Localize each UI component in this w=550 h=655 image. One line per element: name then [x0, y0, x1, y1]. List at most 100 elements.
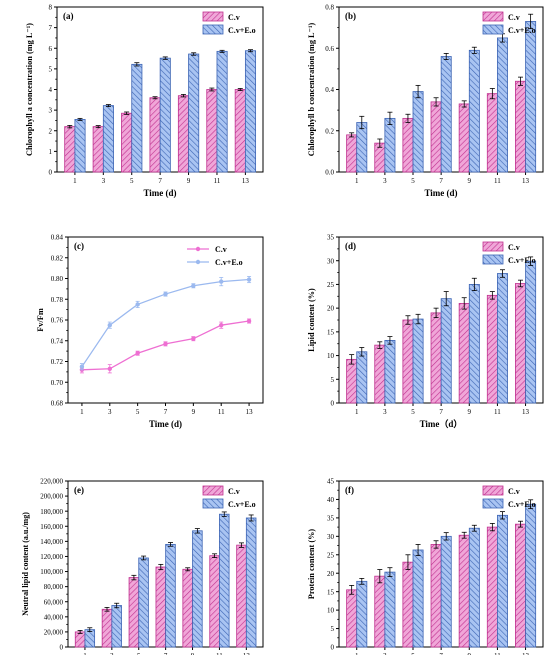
y-axis-title: Fv/Fm	[36, 308, 45, 332]
y-tick-label: 140,000	[40, 538, 63, 546]
bar-cv	[458, 302, 470, 404]
legend-swatch-cveo	[482, 498, 504, 509]
x-tick-label: 1	[80, 408, 84, 416]
x-tick-label: 13	[246, 408, 254, 416]
x-axis-title: Time (d)	[149, 419, 182, 429]
x-tick-label: 13	[242, 177, 250, 185]
bar-cv	[101, 608, 113, 648]
bar-cveo	[412, 549, 424, 648]
bar-cveo	[412, 318, 424, 404]
x-tick-label: 7	[439, 652, 443, 655]
x-tick-label: 9	[468, 408, 472, 416]
data-point-cveo	[246, 277, 252, 282]
y-axis-title: Chlorophyll a concentration (mg L⁻¹)	[25, 23, 34, 156]
data-point-cv	[219, 322, 224, 328]
y-tick-label: 200,000	[40, 493, 63, 501]
y-tick-label: 0	[331, 400, 335, 408]
y-tick-label: 40,000	[44, 613, 64, 621]
y-tick-label: 7	[49, 24, 53, 32]
legend-label-cveo: C.v+E.o	[508, 500, 536, 509]
legend-swatch-cv	[482, 485, 504, 496]
bar-cveo	[356, 122, 368, 173]
x-tick-label: 3	[383, 652, 387, 655]
bar-cveo	[165, 543, 176, 648]
y-tick-label: 5	[331, 376, 335, 384]
bar-cv	[430, 101, 442, 173]
data-point-cv	[163, 341, 168, 347]
bar-cv	[155, 566, 167, 648]
y-axis-title: Lipid content (%)	[307, 288, 316, 352]
bar-cveo	[219, 513, 230, 648]
y-tick-label: 80,000	[44, 583, 64, 591]
y-axis-title: Chlorophyll b concentration (mg L⁻¹)	[307, 23, 316, 157]
legend-swatch-cveo	[202, 24, 224, 35]
y-tick-label: 10	[327, 607, 335, 615]
bar-cv	[515, 80, 526, 173]
bar-cv	[458, 534, 470, 648]
x-tick-label: 5	[136, 408, 140, 416]
bar-cveo	[497, 514, 508, 648]
x-tick-label: 9	[468, 652, 472, 655]
x-tick-label: 3	[383, 177, 387, 185]
bar-cv	[64, 126, 76, 173]
bar-cveo	[84, 629, 96, 648]
bar-cveo	[245, 517, 257, 648]
y-tick-label: 20	[327, 305, 335, 313]
y-axis-title: Neutral lipid content (a.u./mg)	[21, 512, 30, 616]
y-tick-label: 4	[49, 86, 53, 94]
legend-label-cveo: C.v+E.o	[508, 256, 536, 265]
x-tick-label: 5	[130, 177, 134, 185]
bar-cv	[346, 358, 358, 404]
bar-cv	[92, 126, 104, 173]
bar-cveo	[468, 527, 480, 648]
y-tick-label: 0.74	[51, 337, 64, 345]
data-point-cveo	[191, 283, 196, 288]
bar-cv	[402, 117, 414, 173]
bar-cveo	[216, 50, 228, 173]
bar-cv	[149, 97, 161, 173]
y-tick-label: 40	[327, 496, 335, 504]
x-tick-label: 13	[522, 408, 530, 416]
bar-cveo	[468, 49, 480, 173]
bar-cveo	[525, 503, 537, 648]
y-tick-label: 0.72	[51, 358, 64, 366]
x-tick-label: 3	[110, 652, 114, 655]
data-point-cveo	[219, 279, 224, 284]
bar-cv	[458, 103, 470, 173]
x-tick-label: 9	[192, 408, 196, 416]
bar-cveo	[412, 91, 424, 173]
bar-cveo	[102, 105, 114, 173]
bar-cveo	[188, 53, 200, 173]
y-tick-label: 0	[60, 644, 64, 652]
chart-panel-1: 0 1 2 3 4 5 6 7 8 (a) Time (d) Chlorophyll a concen…	[25, 4, 264, 198]
bar-cv	[402, 319, 414, 404]
data-point-cv	[107, 366, 112, 371]
legend-swatch-cv	[202, 11, 224, 22]
bar-cveo	[440, 535, 452, 648]
x-tick-label: 1	[83, 652, 87, 655]
bar-cv	[515, 523, 526, 648]
bar-cveo	[468, 284, 480, 404]
y-tick-label: 0.76	[51, 317, 64, 325]
bar-cv	[74, 631, 86, 648]
y-tick-label: 0.78	[51, 296, 64, 304]
bar-cveo	[356, 580, 368, 648]
x-tick-label: 7	[164, 652, 168, 655]
x-tick-label: 11	[216, 652, 223, 655]
data-point-cv	[191, 336, 196, 341]
x-tick-label: 5	[411, 652, 415, 655]
bar-cveo	[138, 557, 149, 648]
x-tick-label: 5	[137, 652, 141, 655]
bar-cveo	[192, 530, 203, 648]
bar-cveo	[384, 571, 396, 648]
x-tick-label: 11	[214, 177, 221, 185]
bar-cv	[402, 561, 414, 648]
x-tick-label: 1	[355, 408, 359, 416]
panel-label: (b)	[345, 11, 356, 21]
y-tick-label: 180,000	[40, 508, 63, 516]
y-tick-label: 0.80	[51, 275, 64, 283]
bar-cveo	[525, 21, 537, 173]
bar-cv	[209, 555, 220, 648]
bar-cv	[430, 544, 442, 648]
